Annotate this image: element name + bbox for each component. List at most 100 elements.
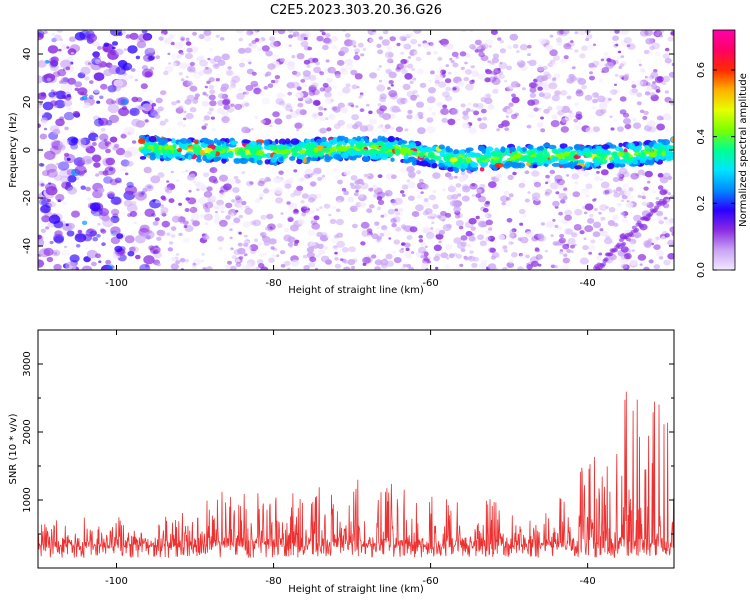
noise-blob — [350, 104, 355, 108]
signal-blob — [465, 147, 471, 153]
noise-blob — [208, 94, 216, 101]
noise-blob — [311, 112, 319, 119]
noise-blob — [308, 74, 317, 81]
noise-blob — [565, 44, 570, 48]
noise-blob — [65, 261, 77, 270]
noise-blob — [510, 113, 518, 120]
noise-blob — [489, 247, 496, 253]
noise-blob — [579, 257, 589, 265]
noise-blob — [647, 180, 651, 184]
noise-blob — [89, 80, 94, 84]
noise-blob — [594, 65, 598, 68]
signal-blob — [270, 156, 278, 163]
noise-blob — [53, 34, 62, 41]
noise-blob — [115, 48, 124, 56]
noise-blob — [217, 236, 225, 242]
signal-blob — [453, 149, 460, 155]
noise-blob — [334, 251, 338, 255]
noise-blob — [556, 105, 563, 111]
x-tick-label: -60 — [422, 576, 438, 587]
noise-blob — [136, 40, 147, 49]
noise-blob — [292, 31, 300, 37]
noise-blob — [387, 86, 391, 90]
noise-blob — [581, 188, 589, 195]
noise-blob — [662, 53, 670, 59]
noise-blob — [46, 77, 52, 82]
noise-blob — [361, 182, 365, 185]
signal-blob — [559, 143, 568, 149]
noise-blob — [530, 260, 539, 267]
signal-blob — [494, 162, 504, 168]
noise-blob — [435, 232, 440, 235]
signal-blob — [305, 139, 311, 144]
noise-blob — [294, 122, 303, 129]
noise-blob — [469, 250, 474, 254]
noise-blob — [430, 215, 436, 220]
signal-blob — [522, 147, 527, 152]
noise-blob — [224, 264, 231, 270]
noise-blob — [144, 208, 155, 217]
signal-blob — [510, 155, 517, 161]
noise-blob — [200, 259, 205, 263]
noise-blob — [315, 253, 321, 258]
noise-blob — [643, 240, 653, 248]
noise-blob — [319, 127, 327, 134]
noise-blob — [624, 73, 630, 77]
noise-blob — [238, 88, 243, 92]
noise-blob — [592, 60, 600, 66]
noise-blob — [451, 200, 461, 207]
noise-blob — [653, 244, 661, 251]
noise-blob — [623, 37, 632, 44]
noise-blob — [465, 108, 471, 112]
noise-blob — [233, 249, 241, 256]
noise-blob — [477, 73, 487, 80]
noise-blob — [369, 118, 377, 125]
noise-blob — [139, 224, 150, 233]
noise-blob — [414, 267, 418, 270]
noise-blob — [238, 37, 243, 42]
noise-blob — [381, 225, 387, 229]
noise-blob — [620, 61, 627, 67]
noise-blob — [352, 258, 358, 263]
noise-blob — [204, 213, 213, 221]
noise-blob — [238, 256, 244, 260]
noise-blob — [192, 31, 197, 36]
noise-blob — [465, 230, 473, 237]
noise-blob — [402, 83, 411, 91]
signal-blob — [480, 162, 487, 168]
noise-blob — [632, 118, 637, 122]
signal-blob — [149, 154, 156, 161]
noise-blob — [403, 43, 412, 50]
noise-blob — [62, 201, 67, 205]
noise-blob — [491, 77, 501, 85]
noise-blob — [537, 66, 545, 73]
noise-blob — [287, 63, 296, 71]
noise-blob — [503, 249, 508, 253]
noise-blob — [185, 53, 193, 60]
noise-blob — [63, 99, 73, 107]
noise-blob — [122, 62, 133, 71]
noise-blob — [552, 219, 556, 222]
noise-blob — [504, 79, 508, 83]
noise-blob — [620, 199, 625, 203]
signal-blob — [289, 156, 296, 161]
noise-blob — [609, 91, 613, 95]
noise-blob — [432, 203, 439, 210]
noise-blob — [235, 74, 241, 79]
signal-blob — [596, 150, 603, 157]
signal-blob — [619, 147, 624, 153]
noise-blob — [252, 219, 262, 227]
signal-blob — [403, 154, 409, 160]
noise-blob — [204, 35, 212, 42]
noise-blob — [374, 266, 381, 270]
noise-blob — [631, 249, 635, 252]
noise-blob — [592, 126, 601, 133]
noise-blob — [491, 57, 500, 64]
noise-blob — [507, 45, 513, 50]
noise-blob — [560, 90, 568, 96]
noise-blob — [167, 52, 171, 56]
noise-blob — [656, 30, 665, 34]
noise-blob — [344, 33, 351, 38]
noise-blob — [234, 201, 243, 208]
noise-blob — [529, 92, 537, 98]
